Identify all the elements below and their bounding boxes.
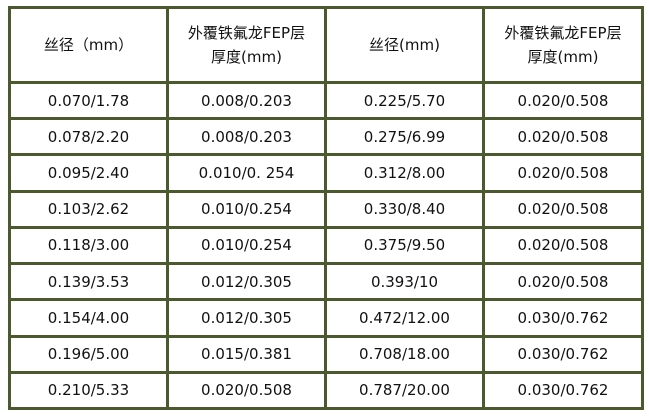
table-cell: 0.020/0.508 bbox=[482, 189, 644, 229]
header-wire-diameter: 丝径（mm） bbox=[8, 6, 169, 84]
table-row: 0.196/5.00 0.015/0.381 0.708/18.00 0.030… bbox=[8, 334, 644, 374]
table-cell: 0.008/0.203 bbox=[166, 80, 327, 121]
spec-table: 丝径（mm） 外覆铁氟龙FEP层 厚度(mm) 丝径(mm) 外覆铁氟龙FEP层… bbox=[8, 6, 644, 411]
table-cell: 0.020/0.508 bbox=[482, 117, 644, 157]
table-row: 0.210/5.33 0.020/0.508 0.787/20.00 0.030… bbox=[8, 370, 644, 411]
table-cell: 0.020/0.508 bbox=[482, 262, 644, 302]
table-cell: 0.010/0.254 bbox=[166, 225, 327, 266]
table-cell: 0.030/0.762 bbox=[482, 370, 644, 411]
table-cell: 0.375/9.50 bbox=[324, 225, 485, 266]
table-cell: 0.010/0. 254 bbox=[166, 153, 327, 193]
table-row: 0.070/1.78 0.008/0.203 0.225/5.70 0.020/… bbox=[8, 80, 644, 121]
table-cell: 0.225/5.70 bbox=[324, 80, 485, 121]
table-body: 0.070/1.78 0.008/0.203 0.225/5.70 0.020/… bbox=[8, 80, 644, 411]
table-cell: 0.103/2.62 bbox=[8, 189, 169, 229]
table-cell: 0.275/6.99 bbox=[324, 117, 485, 157]
table-cell: 0.312/8.00 bbox=[324, 153, 485, 193]
table-row: 0.118/3.00 0.010/0.254 0.375/9.50 0.020/… bbox=[8, 225, 644, 266]
table-cell: 0.020/0.508 bbox=[482, 80, 644, 121]
table-row: 0.139/3.53 0.012/0.305 0.393/10 0.020/0.… bbox=[8, 262, 644, 302]
table-cell: 0.070/1.78 bbox=[8, 80, 169, 121]
header-row: 丝径（mm） 外覆铁氟龙FEP层 厚度(mm) 丝径(mm) 外覆铁氟龙FEP层… bbox=[8, 6, 644, 84]
table-cell: 0.010/0.254 bbox=[166, 189, 327, 229]
table-cell: 0.154/4.00 bbox=[8, 298, 169, 338]
header-line: 丝径(mm) bbox=[369, 36, 440, 54]
header-line: 丝径（mm） bbox=[43, 36, 134, 54]
table-cell: 0.030/0.762 bbox=[482, 298, 644, 338]
header-wire-diameter: 丝径(mm) bbox=[324, 6, 485, 84]
header-line: 外覆铁氟龙FEP层 bbox=[504, 24, 622, 42]
table-cell: 0.118/3.00 bbox=[8, 225, 169, 266]
table-cell: 0.330/8.40 bbox=[324, 189, 485, 229]
table-cell: 0.012/0.305 bbox=[166, 262, 327, 302]
header-line: 外覆铁氟龙FEP层 bbox=[187, 24, 306, 42]
table-row: 0.103/2.62 0.010/0.254 0.330/8.40 0.020/… bbox=[8, 189, 644, 229]
table-cell: 0.015/0.381 bbox=[166, 334, 327, 374]
table-row: 0.095/2.40 0.010/0. 254 0.312/8.00 0.020… bbox=[8, 153, 644, 193]
table-cell: 0.196/5.00 bbox=[8, 334, 169, 374]
table-cell: 0.139/3.53 bbox=[8, 262, 169, 302]
table-cell: 0.708/18.00 bbox=[324, 334, 485, 374]
table-row: 0.154/4.00 0.012/0.305 0.472/12.00 0.030… bbox=[8, 298, 644, 338]
table-cell: 0.472/12.00 bbox=[324, 298, 485, 338]
table-cell: 0.012/0.305 bbox=[166, 298, 327, 338]
table-cell: 0.030/0.762 bbox=[482, 334, 644, 374]
table-cell: 0.020/0.508 bbox=[482, 153, 644, 193]
table-cell: 0.008/0.203 bbox=[166, 117, 327, 157]
header-line: 厚度(mm) bbox=[527, 48, 599, 66]
table-cell: 0.020/0.508 bbox=[482, 225, 644, 266]
table-cell: 0.078/2.20 bbox=[8, 117, 169, 157]
table-cell: 0.020/0.508 bbox=[166, 370, 327, 411]
table-cell: 0.095/2.40 bbox=[8, 153, 169, 193]
table-cell: 0.393/10 bbox=[324, 262, 485, 302]
header-line: 厚度(mm) bbox=[211, 48, 282, 66]
table-row: 0.078/2.20 0.008/0.203 0.275/6.99 0.020/… bbox=[8, 117, 644, 157]
table-cell: 0.787/20.00 bbox=[324, 370, 485, 411]
header-fep-thickness: 外覆铁氟龙FEP层 厚度(mm) bbox=[482, 6, 644, 84]
header-fep-thickness: 外覆铁氟龙FEP层 厚度(mm) bbox=[166, 6, 327, 84]
table-cell: 0.210/5.33 bbox=[8, 370, 169, 411]
